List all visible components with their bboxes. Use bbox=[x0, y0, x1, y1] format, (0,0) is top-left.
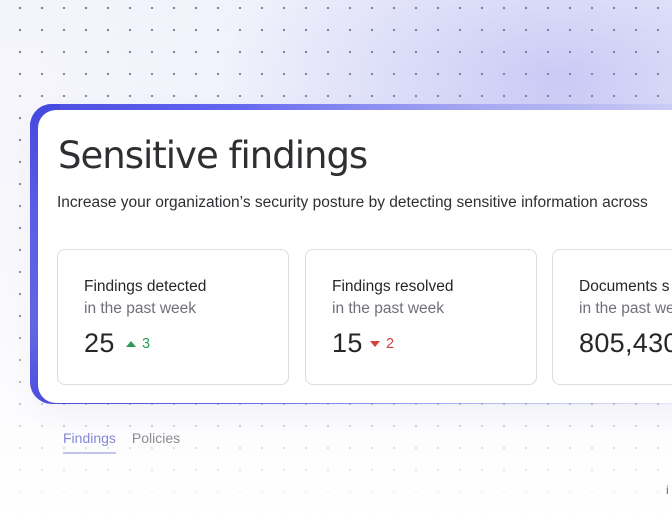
triangle-down-icon bbox=[370, 341, 380, 347]
stat-delta-up: 3 bbox=[126, 336, 150, 352]
truncated-edge-text: i bbox=[666, 483, 669, 497]
stat-value: 805,430 bbox=[579, 328, 672, 358]
stat-period: in the past week bbox=[579, 300, 672, 317]
stat-title: Findings resolved bbox=[332, 278, 454, 295]
stat-title: Findings detected bbox=[84, 278, 207, 295]
stat-value: 25 bbox=[84, 328, 115, 358]
stat-period: in the past week bbox=[332, 300, 445, 317]
tab-findings[interactable]: Findings bbox=[63, 430, 116, 454]
stat-value: 15 bbox=[332, 328, 363, 358]
tab-policies[interactable]: Policies bbox=[131, 430, 181, 446]
stat-card-documents-scanned[interactable]: Documents s in the past week 805,430 bbox=[552, 249, 672, 385]
stat-period: in the past week bbox=[84, 300, 197, 317]
findings-panel: Sensitive findings Increase your organiz… bbox=[38, 110, 672, 403]
stat-card-findings-resolved[interactable]: Findings resolved in the past week 15 2 bbox=[305, 249, 537, 385]
triangle-up-icon bbox=[126, 341, 136, 347]
stat-delta-down: 2 bbox=[370, 336, 394, 352]
page-title: Sensitive findings bbox=[58, 134, 368, 177]
stat-delta-value: 3 bbox=[142, 336, 151, 352]
stat-card-findings-detected[interactable]: Findings detected in the past week 25 3 bbox=[57, 249, 289, 385]
stat-title: Documents s bbox=[579, 278, 670, 295]
page-subtitle: Increase your organization’s security po… bbox=[57, 194, 648, 211]
stat-delta-value: 2 bbox=[386, 336, 395, 352]
tab-bar: Findings Policies bbox=[63, 430, 196, 454]
